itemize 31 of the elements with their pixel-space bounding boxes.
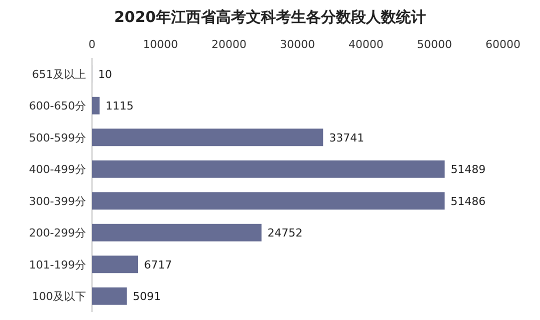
bar (92, 128, 324, 146)
data-label: 33741 (329, 131, 364, 144)
bar (92, 192, 445, 210)
bar (92, 96, 100, 114)
chart-title: 2020年江西省高考文科考生各分数段人数统计 (114, 8, 426, 26)
x-tick-label: 0 (88, 38, 96, 51)
y-tick-label: 300-399分 (29, 194, 86, 208)
bar (92, 160, 445, 178)
data-label: 24752 (268, 226, 303, 240)
y-tick-label: 200-299分 (29, 226, 86, 240)
y-tick-label: 500-599分 (29, 131, 86, 144)
y-tick-label: 651及以上 (32, 68, 86, 81)
data-label: 1115 (106, 100, 134, 113)
x-tick-label: 60000 (486, 38, 520, 51)
data-label: 6717 (144, 258, 172, 272)
bar (92, 224, 262, 242)
y-tick-label: 600-650分 (29, 100, 86, 113)
x-tick-label: 40000 (348, 38, 384, 51)
x-tick-label: 20000 (212, 38, 246, 51)
data-label: 51486 (450, 194, 486, 208)
x-tick-label: 50000 (417, 38, 452, 51)
data-label: 5091 (132, 290, 161, 304)
bar (92, 287, 127, 305)
x-tick-label: 30000 (280, 38, 315, 51)
y-tick-label: 100及以下 (32, 290, 86, 304)
data-label: 10 (98, 68, 112, 81)
x-tick-label: 10000 (143, 38, 178, 51)
bar (92, 256, 138, 274)
y-tick-label: 400-499分 (29, 163, 86, 176)
data-label: 51489 (450, 163, 486, 176)
y-tick-label: 101-199分 (29, 258, 86, 272)
